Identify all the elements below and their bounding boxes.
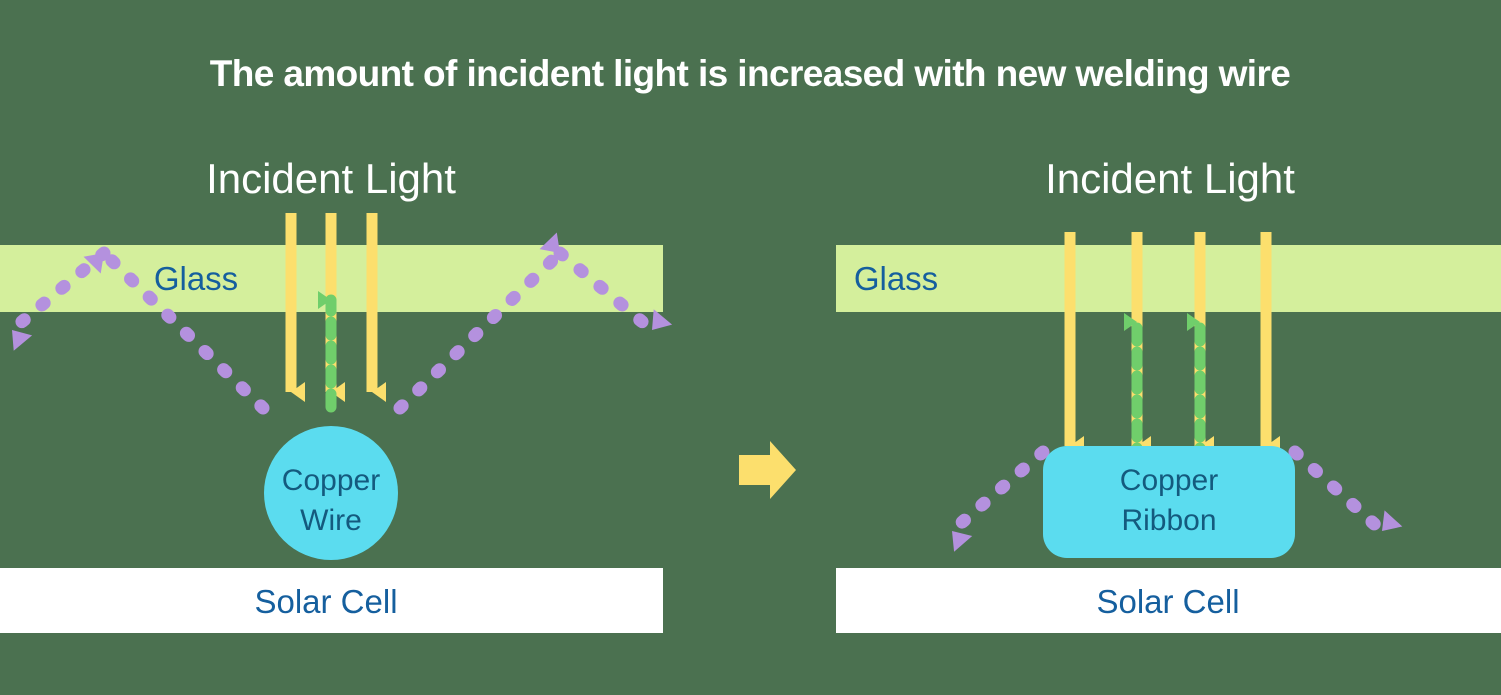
panel-after: Incident Light Glass Copper Ribbon Solar… — [836, 155, 1501, 633]
reflected-ray-incoming — [393, 232, 567, 415]
reflected-rays-before-right — [393, 232, 673, 415]
transition-arrow-icon — [739, 441, 796, 499]
page-title: The amount of incident light is increase… — [210, 53, 1291, 94]
panel-after-heading: Incident Light — [1045, 155, 1295, 202]
right-arrow-icon — [739, 441, 796, 499]
solar-cell-before — [0, 568, 663, 633]
reflected-ray-right — [1288, 445, 1403, 538]
copper-wire-label-line1: Copper — [282, 464, 380, 497]
copper-wire-conductor — [264, 426, 398, 560]
reflected-ray-outgoing — [5, 246, 111, 351]
solar-cell-after — [836, 568, 1501, 633]
panel-before: Incident Light Glass Copper Wire — [0, 155, 673, 633]
solar-cell-label-before: Solar Cell — [254, 583, 397, 620]
reflected-rays-before-left — [5, 246, 270, 415]
reflected-rays-after — [945, 445, 1403, 552]
copper-wire-label-line2: Wire — [300, 504, 362, 537]
copper-ribbon-conductor — [1043, 446, 1295, 558]
reflected-ray-outgoing — [553, 246, 673, 337]
glass-label-before: Glass — [154, 260, 238, 297]
copper-ribbon-label-line1: Copper — [1120, 464, 1218, 497]
copper-ribbon-label-line2: Ribbon — [1121, 504, 1216, 537]
solar-cell-label-after: Solar Cell — [1096, 583, 1239, 620]
reflected-ray-left — [945, 445, 1050, 552]
glass-label-after: Glass — [854, 260, 938, 297]
glass-layer-after — [836, 245, 1501, 312]
reflected-ray-incoming — [83, 246, 270, 415]
transmitted-rays-after — [1124, 313, 1206, 467]
panel-before-heading: Incident Light — [206, 155, 456, 202]
